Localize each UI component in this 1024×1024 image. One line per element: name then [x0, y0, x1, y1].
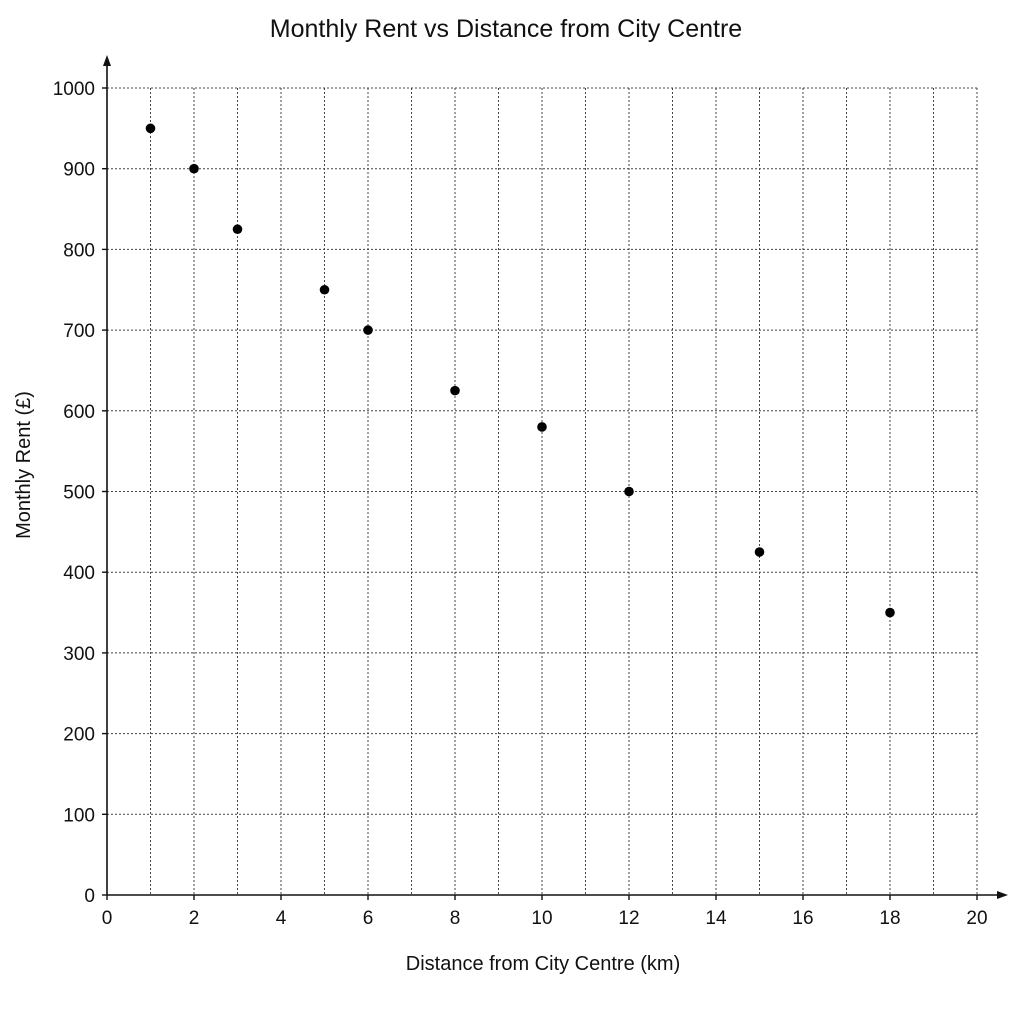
x-axis-arrow: [997, 891, 1008, 899]
grid: [107, 87, 978, 895]
data-point: [537, 422, 547, 432]
y-tick-label: 700: [63, 321, 95, 342]
x-tick-label: 6: [363, 908, 374, 929]
y-axis-arrow: [103, 55, 111, 66]
y-tick-label: 300: [63, 644, 95, 665]
x-tick-label: 20: [966, 908, 987, 929]
tick-labels: 0 2 4 6 8 10 12 14 16 18 2001002003004005006007008…: [53, 79, 988, 929]
data-points: [145, 123, 895, 618]
y-tick-label: 600: [63, 402, 95, 423]
y-tick-label: 800: [63, 240, 95, 261]
data-point: [189, 163, 199, 174]
data-point: [754, 547, 765, 557]
x-tick-label: 16: [792, 908, 813, 929]
y-tick-label: 100: [63, 805, 95, 826]
x-tick-label: 14: [705, 908, 727, 929]
data-point: [145, 123, 156, 134]
y-tick-label: 1000: [53, 79, 95, 100]
chart-title: Monthly Rent vs Distance from City Centr…: [270, 15, 742, 43]
y-tick-label: 500: [63, 483, 95, 504]
x-tick-label: 0: [102, 908, 113, 929]
x-axis-label: Distance from City Centre (km): [406, 953, 681, 975]
x-tick-label: 2: [189, 908, 200, 929]
data-point: [363, 325, 373, 335]
x-tick-label: 8: [450, 908, 461, 929]
data-point: [232, 224, 243, 235]
data-point: [624, 486, 634, 497]
y-tick-label: 200: [63, 725, 95, 746]
y-tick-label: 400: [63, 563, 95, 584]
x-tick-label: 12: [618, 908, 639, 929]
data-point: [319, 284, 330, 295]
y-axis-label: Monthly Rent (£): [13, 391, 35, 539]
x-tick-label: 18: [879, 908, 900, 929]
x-tick-label: 10: [531, 908, 552, 929]
axes: [102, 55, 1008, 900]
x-tick-label: 4: [276, 908, 287, 929]
y-tick-label: 900: [63, 160, 95, 181]
y-tick-label: 0: [84, 886, 95, 907]
data-point: [885, 607, 895, 618]
data-point: [450, 385, 460, 396]
